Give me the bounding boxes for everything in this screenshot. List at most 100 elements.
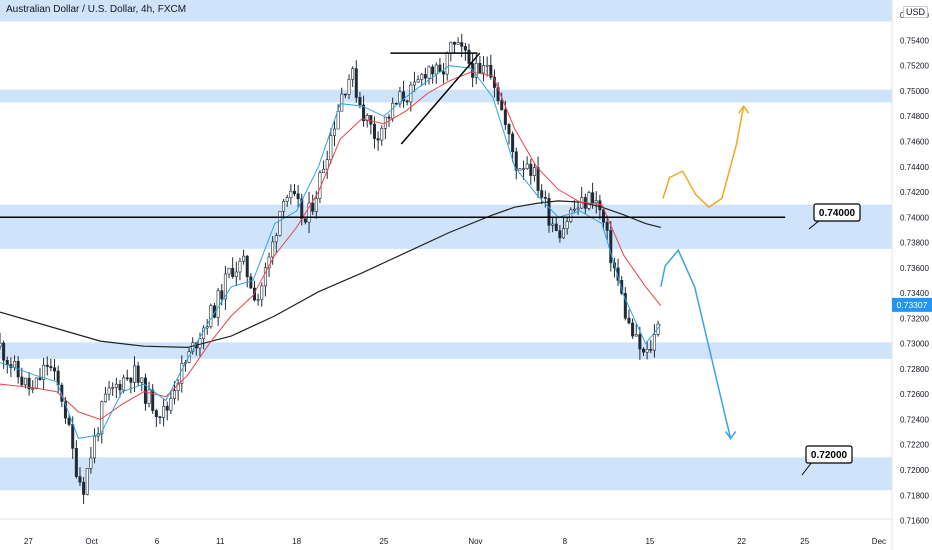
x-tick-label: 25	[379, 537, 388, 546]
candle	[340, 87, 344, 112]
candle	[514, 147, 518, 180]
candle-body	[274, 235, 278, 243]
candle-body	[438, 64, 442, 72]
candle-body	[532, 167, 536, 176]
candle-body	[242, 255, 246, 262]
candle-body	[507, 124, 511, 135]
candle	[96, 427, 100, 442]
candle-body	[27, 377, 31, 390]
candle	[427, 65, 431, 85]
candle	[511, 131, 515, 163]
candle	[0, 332, 2, 350]
candle-body	[649, 348, 653, 351]
candle-body	[642, 348, 646, 353]
candle	[536, 156, 540, 198]
candle-body	[609, 230, 613, 264]
candle-body	[591, 192, 595, 204]
candle-body	[423, 74, 427, 79]
candle-body	[623, 293, 627, 319]
candle	[114, 377, 118, 399]
candle-body	[354, 68, 358, 98]
candle	[151, 384, 155, 414]
candle	[507, 122, 511, 145]
candle	[620, 276, 624, 295]
candle	[442, 62, 446, 84]
candle-body	[23, 377, 27, 386]
candle-body	[158, 416, 162, 419]
x-tick-label: 27	[24, 537, 33, 546]
candle-body	[231, 267, 235, 277]
y-tick-label: 0.72200	[900, 441, 929, 450]
y-tick-label: 0.75200	[900, 62, 929, 71]
candle-body	[412, 81, 416, 86]
candle	[285, 194, 289, 207]
candle	[642, 347, 646, 356]
candle	[162, 398, 166, 427]
ema-mid-line	[0, 71, 662, 421]
candle-body	[34, 377, 38, 389]
candle	[631, 318, 635, 339]
candle-body	[340, 93, 344, 112]
candle	[154, 408, 158, 427]
candle	[223, 265, 227, 310]
level-callout-072: 0.72000	[801, 445, 853, 476]
candle-body	[634, 334, 638, 337]
zone-layer	[0, 0, 892, 491]
candle-body	[543, 197, 547, 199]
candle	[49, 358, 53, 372]
candle-body	[133, 365, 137, 383]
bullish-projection	[662, 105, 745, 209]
candle	[431, 64, 435, 84]
candle	[67, 413, 71, 427]
candle-body	[427, 66, 431, 79]
candle-body	[238, 260, 242, 273]
candle	[394, 102, 398, 105]
x-tick-label: 18	[292, 537, 301, 546]
candle-body	[343, 93, 347, 96]
candle	[543, 190, 547, 208]
candle-body	[562, 228, 566, 239]
candle	[376, 131, 380, 151]
candle	[42, 357, 46, 390]
candle	[420, 72, 424, 87]
price-axis: 0.756000.754000.752000.750000.748000.746…	[891, 0, 929, 550]
candle	[278, 210, 282, 237]
candle-body	[336, 110, 340, 130]
candle	[416, 75, 420, 83]
candle	[343, 93, 347, 99]
currency-label[interactable]: USD	[903, 6, 929, 18]
candle	[274, 232, 278, 253]
y-tick-label: 0.74800	[900, 112, 929, 121]
candle	[332, 120, 336, 147]
candle	[282, 199, 286, 217]
candle	[558, 224, 562, 243]
candle-body	[122, 377, 126, 391]
candle	[53, 359, 57, 381]
candle-body	[514, 151, 518, 171]
x-tick-label: 25	[800, 537, 809, 546]
y-tick-label: 0.74200	[900, 188, 929, 197]
candle	[405, 99, 409, 106]
candle-body	[449, 41, 453, 54]
callout-box	[813, 203, 861, 222]
candle-body	[169, 398, 173, 411]
candle-body	[332, 128, 336, 136]
candle-body	[376, 138, 380, 141]
candle-body	[45, 364, 49, 367]
candle-body	[292, 190, 296, 195]
y-tick-label: 0.75000	[900, 87, 929, 96]
y-tick-label: 0.71600	[900, 517, 929, 526]
candle	[158, 415, 162, 425]
candle-body	[60, 384, 64, 402]
candle	[540, 184, 544, 205]
candle-body	[42, 364, 46, 380]
candle-body	[503, 109, 507, 125]
pattern-trendline	[400, 52, 481, 145]
candle-body	[314, 198, 318, 212]
y-tick-label: 0.73600	[900, 264, 929, 273]
candle-body	[518, 168, 522, 171]
candle	[303, 218, 307, 225]
candle	[292, 184, 296, 197]
candle-body	[82, 481, 86, 495]
